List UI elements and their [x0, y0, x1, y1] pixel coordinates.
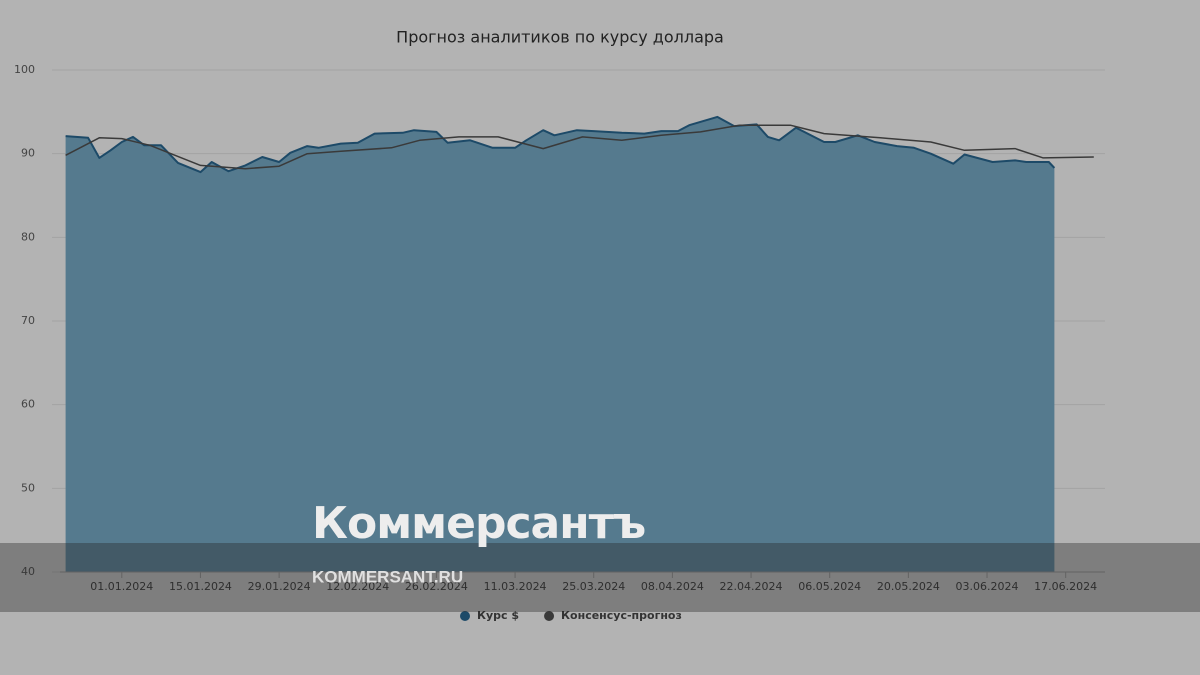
legend-label: Курс $	[477, 609, 519, 622]
y-tick-label: 90	[21, 147, 35, 160]
x-tick-label: 12.02.2024	[326, 580, 389, 593]
x-tick-label: 20.05.2024	[877, 580, 940, 593]
watermark-site: KOMMERSANT.RU	[312, 567, 463, 586]
legend-marker	[544, 611, 555, 621]
x-tick-label: 26.02.2024	[405, 580, 468, 593]
x-tick-label: 01.01.2024	[90, 580, 153, 593]
watermark-brand: Коммерсантъ	[312, 498, 645, 549]
y-tick-label: 100	[14, 63, 35, 76]
line	[65, 124, 1094, 170]
x-tick-label: 03.06.2024	[956, 580, 1019, 593]
x-tick-label: 22.04.2024	[720, 580, 783, 593]
chart-title: Прогноз аналитиков по курсу доллара	[396, 28, 724, 47]
legend: Курс $ Консенсус-прогноз	[460, 609, 682, 622]
y-tick-label: 50	[21, 481, 35, 494]
x-tick-label: 11.03.2024	[484, 580, 547, 593]
y-tick-label: 70	[21, 314, 35, 327]
x-tick-label: 08.04.2024	[641, 580, 704, 593]
area	[65, 116, 1055, 573]
y-tick-label: 60	[21, 398, 35, 411]
watermark-band	[0, 543, 1200, 612]
x-tick-label: 06.05.2024	[798, 580, 861, 593]
legend-marker	[460, 611, 470, 621]
y-tick-label: 40	[21, 565, 35, 578]
y-tick-label: 80	[21, 230, 35, 243]
line	[65, 115, 1056, 174]
x-tick-label: 25.03.2024	[562, 580, 625, 593]
plot: 40 50 60 70 80 90 100 01.01.2024 15.01.2024 29.01…	[14, 63, 1105, 593]
x-tick-label: 17.06.2024	[1034, 580, 1097, 593]
legend-label: Консенсус-прогноз	[561, 609, 682, 622]
x-tick-label: 15.01.2024	[169, 580, 232, 593]
x-tick-label: 29.01.2024	[248, 580, 311, 593]
